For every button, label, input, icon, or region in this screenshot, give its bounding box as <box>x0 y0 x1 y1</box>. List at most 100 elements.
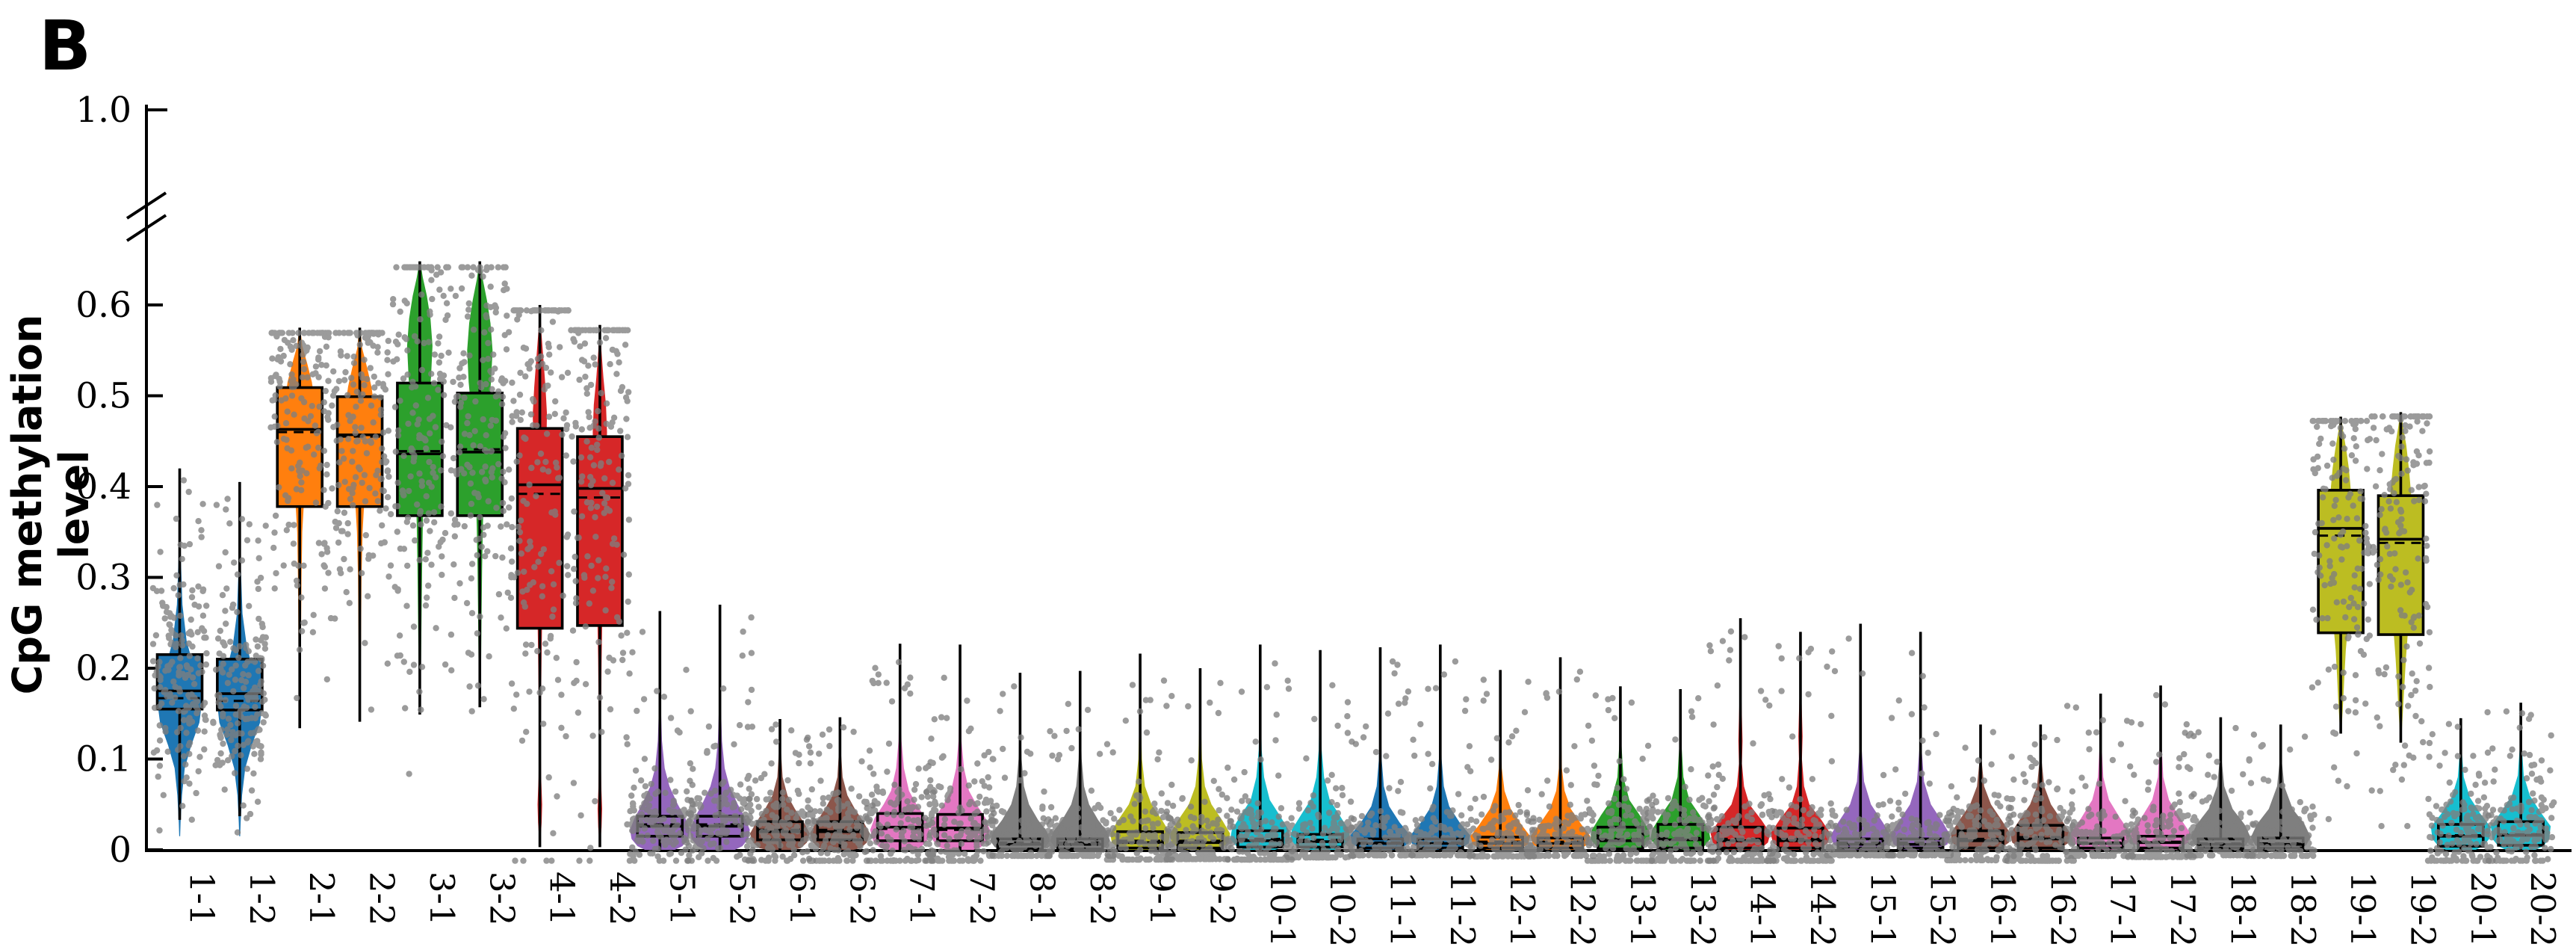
jitter-points-20-2 <box>2484 708 2557 864</box>
violin-group-13-1 <box>1584 686 1656 864</box>
violin-group-12-2 <box>1523 657 1597 860</box>
x-tick-label-13-2: 13-2 <box>1682 872 1722 947</box>
x-tick-label-3-2: 3-2 <box>482 872 521 925</box>
y-tick-label: 0.3 <box>75 558 131 599</box>
jitter-points-3-1 <box>387 264 452 777</box>
x-tick-label-9-1: 9-1 <box>1142 872 1182 925</box>
jitter-points-9-1 <box>1103 677 1177 863</box>
violin-group-12-1 <box>1464 670 1538 860</box>
y-tick-label-top: 1.0 <box>75 90 131 131</box>
x-tick-label-10-1: 10-1 <box>1263 872 1302 947</box>
violin-group-13-2 <box>1644 688 1718 864</box>
jitter-points-13-2 <box>1644 695 1718 864</box>
violin-group-14-2 <box>1763 632 1837 864</box>
violin-group-2-2 <box>327 327 392 722</box>
x-tick-label-18-2: 18-2 <box>2283 872 2323 947</box>
x-tick-label-19-1: 19-1 <box>2343 872 2383 947</box>
violin-group-17-2 <box>2123 685 2197 860</box>
jitter-points-15-2 <box>1883 650 1957 859</box>
x-tick-label-5-2: 5-2 <box>722 872 762 925</box>
x-tick-label-11-2: 11-2 <box>1443 872 1482 947</box>
x-tick-label-4-2: 4-2 <box>602 872 642 925</box>
violin-group-1-2 <box>210 481 269 836</box>
violin-group-14-1 <box>1704 618 1777 864</box>
jitter-points-16-1 <box>1944 729 2017 864</box>
x-tick-label-11-1: 11-1 <box>1383 872 1422 947</box>
violin-group-17-1 <box>2063 694 2137 860</box>
violin-group-20-2 <box>2484 703 2557 864</box>
axis-break-slash-lower <box>126 214 167 242</box>
violin-group-2-1 <box>267 327 332 729</box>
jitter-points-14-2 <box>1763 643 1837 864</box>
jitter-points-6-2 <box>803 724 876 864</box>
x-tick-label-15-2: 15-2 <box>1923 872 1963 947</box>
x-tick-label-7-2: 7-2 <box>962 872 1002 925</box>
jitter-points-9-2 <box>1163 679 1236 863</box>
violin-group-15-2 <box>1883 632 1957 859</box>
x-tick-label-16-2: 16-2 <box>2043 872 2082 947</box>
axis-break-slash-upper <box>126 191 167 220</box>
y-tick-label: 0.1 <box>75 739 131 780</box>
jitter-points-4-1 <box>507 307 572 864</box>
jitter-points-3-2 <box>448 264 513 715</box>
x-tick-label-10-2: 10-2 <box>1322 872 1362 947</box>
violin-group-3-1 <box>387 261 452 777</box>
x-tick-label-5-1: 5-1 <box>662 872 702 925</box>
x-tick-label-17-1: 17-1 <box>2103 872 2143 947</box>
violin-group-7-1 <box>863 644 937 864</box>
violin-group-16-1 <box>1944 724 2017 864</box>
violin-group-5-2 <box>683 604 757 864</box>
violin-group-6-2 <box>803 717 876 864</box>
violin-group-3-2 <box>448 261 513 715</box>
violin-group-11-2 <box>1404 644 1477 859</box>
violin-group-9-1 <box>1103 653 1177 863</box>
jitter-points-8-2 <box>1043 700 1117 860</box>
panel-label: B <box>39 6 92 86</box>
x-tick-label-2-1: 2-1 <box>302 872 341 925</box>
x-tick-label-1-2: 1-2 <box>242 872 282 925</box>
jitter-points-12-2 <box>1523 668 1597 860</box>
jitter-points-19-1 <box>2309 418 2374 823</box>
jitter-points-15-1 <box>1824 635 1896 859</box>
violin-group-11-1 <box>1343 647 1417 859</box>
violin-group-9-2 <box>1163 668 1236 863</box>
violin-group-4-2 <box>568 324 633 864</box>
x-tick-label-3-1: 3-1 <box>422 872 462 925</box>
jitter-points-6-1 <box>743 721 817 864</box>
y-tick-label: 0 <box>109 830 131 871</box>
x-tick-label-12-2: 12-2 <box>1563 872 1603 947</box>
x-tick-label-14-2: 14-2 <box>1803 872 1842 947</box>
x-tick-label-9-2: 9-2 <box>1202 872 1242 925</box>
violin-group-8-1 <box>983 673 1057 860</box>
jitter-points-1-2 <box>210 496 269 836</box>
x-tick-label-8-2: 8-2 <box>1083 872 1122 925</box>
jitter-points-2-2 <box>327 330 392 713</box>
violin-group-18-2 <box>2244 724 2318 860</box>
jitter-points-18-2 <box>2244 731 2318 860</box>
violin-group-20-1 <box>2424 718 2496 864</box>
jitter-points-13-1 <box>1584 692 1656 864</box>
x-tick-label-12-1: 12-1 <box>1502 872 1542 947</box>
violin-group-16-2 <box>2004 724 2077 864</box>
violin-group-5-1 <box>624 611 696 864</box>
x-tick-label-19-2: 19-2 <box>2403 872 2442 947</box>
x-tick-label-20-1: 20-1 <box>2463 872 2503 947</box>
x-tick-label-4-1: 4-1 <box>542 872 582 925</box>
jitter-points-11-1 <box>1343 658 1417 859</box>
violin-group-15-1 <box>1824 623 1896 859</box>
y-tick-label: 0.6 <box>75 285 131 326</box>
x-tick-label-7-1: 7-1 <box>902 872 942 925</box>
x-tick-label-16-1: 16-1 <box>1983 872 2022 947</box>
jitter-points-5-2 <box>683 614 757 864</box>
violin-group-10-1 <box>1224 644 1296 863</box>
x-tick-label-13-1: 13-1 <box>1623 872 1662 947</box>
x-tick-label-6-2: 6-2 <box>842 872 882 925</box>
violin-group-19-2 <box>2368 412 2433 830</box>
violin-group-1-1 <box>149 468 210 836</box>
jitter-points-19-2 <box>2368 413 2433 830</box>
jitter-points-16-2 <box>2004 734 2077 864</box>
y-tick-label: 0.4 <box>75 466 131 508</box>
violin-group-7-2 <box>923 644 997 864</box>
